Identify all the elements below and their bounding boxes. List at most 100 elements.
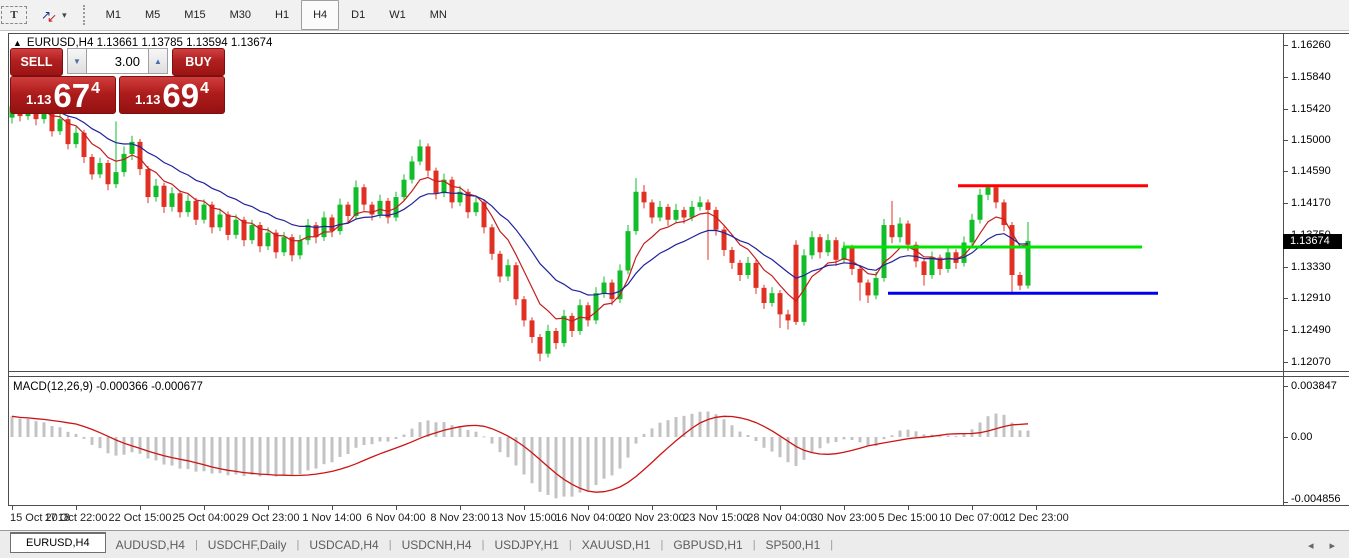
ma-line-ma-slow [11, 105, 1029, 296]
date-label-9: 16 Nov 04:00 [555, 512, 621, 524]
date-label-10: 20 Nov 23:00 [619, 512, 685, 524]
tf-button-mn[interactable]: MN [429, 9, 447, 21]
tf-button-h1[interactable]: H1 [275, 9, 290, 21]
timeframe-group: M1 M5 M15 M30 H1 H4 D1 W1 MN [94, 0, 459, 30]
chart-tab-usdjpy-h1[interactable]: USDJPY,H1 [494, 538, 559, 552]
date-label-3: 25 Oct 04:00 [172, 512, 236, 524]
tf-button-m1[interactable]: M1 [105, 9, 121, 21]
panel-splitter-top[interactable] [8, 371, 1349, 372]
macd-tick [1284, 437, 1288, 438]
price-tick-label-1.13330: 1.13330 [1291, 260, 1331, 273]
date-tick [1036, 506, 1037, 510]
date-label-5: 1 Nov 14:00 [302, 512, 362, 524]
date-tick [972, 506, 973, 510]
price-tick [1284, 362, 1288, 363]
price-tick-label-1.12910: 1.12910 [1291, 292, 1331, 305]
price-tick-label-1.15000: 1.15000 [1291, 134, 1331, 147]
macd-title: MACD(12,26,9) -0.000366 -0.000677 [13, 381, 203, 393]
dropdown-caret-icon[interactable]: ▾ [62, 10, 67, 20]
tf-button-m15[interactable]: M15 [184, 9, 206, 21]
chart-tab-usdcad-h4[interactable]: USDCAD,H4 [309, 538, 379, 552]
price-axis: 1.16260 1.15840 1.15420 1.15000 1.14590 1.141… [1284, 33, 1349, 505]
collapse-arrow-icon[interactable]: ▲ [13, 38, 22, 48]
price-tick [1284, 45, 1288, 46]
buy-button[interactable]: BUY [172, 48, 225, 76]
date-label-16: 12 Dec 23:00 [1003, 512, 1069, 524]
date-label-1: 17 Oct 22:00 [44, 512, 108, 524]
chart-top-border [8, 33, 1349, 34]
chart-tab-sp500-h1[interactable]: SP500,H1 [765, 538, 821, 552]
chart-tab-gbpusd-h1[interactable]: GBPUSD,H1 [673, 538, 743, 552]
tab-scroll-right-icon[interactable]: ▸ [1329, 539, 1335, 552]
tab-separator: | [481, 539, 485, 551]
chart-tab-xauusd-h1[interactable]: XAUUSD,H1 [581, 538, 651, 552]
chart-tab-usdcnh-h4[interactable]: USDCNH,H4 [401, 538, 472, 552]
date-tick [140, 506, 141, 510]
date-label-7: 8 Nov 23:00 [430, 512, 490, 524]
price-tick [1284, 140, 1288, 142]
price-tick-label-1.14590: 1.14590 [1291, 165, 1331, 178]
tab-separator: | [660, 539, 664, 551]
price-tick-label-1.12490: 1.12490 [1291, 324, 1331, 337]
date-tick [908, 506, 909, 510]
price-chart[interactable] [9, 34, 1283, 371]
sell-price-sup: 4 [91, 80, 100, 97]
macd-tick [1284, 385, 1288, 387]
date-label-2: 22 Oct 15:00 [108, 512, 172, 524]
chart-left-border [8, 33, 9, 506]
chart-tab-audusd-h4[interactable]: AUDUSD,H4 [115, 538, 185, 552]
date-tick [780, 506, 781, 510]
tf-button-m5[interactable]: M5 [144, 9, 161, 21]
date-axis: 15 Oct 2018 17 Oct 22:00 22 Oct 15:00 25 Oc… [8, 506, 1349, 530]
chart-tab-usdchf-daily[interactable]: USDCHF,Daily [207, 538, 287, 552]
price-tick-label-1.16260: 1.16260 [1291, 39, 1331, 51]
macd-tick [1284, 501, 1288, 503]
toolbar: T ↗ ↙ ▾ M1 M5 M15 M30 H1 H4 D1 W1 MN [0, 0, 1349, 31]
chart-tabs: EURUSD,H4 AUDUSD,H4 | USDCHF,Daily | USDCAD,H… [0, 531, 834, 556]
text-tool-icon[interactable]: T [1, 6, 27, 24]
current-price-badge: 1.13674 [1283, 233, 1342, 249]
arrows-tool-icon[interactable]: ↗ ↙ ▾ [37, 3, 71, 27]
date-label-11: 23 Nov 15:00 [683, 512, 749, 524]
price-tick [1284, 266, 1288, 268]
macd-chart[interactable] [9, 377, 1283, 505]
buy-price-big: 69 [162, 77, 200, 114]
tab-separator: | [194, 539, 198, 551]
sell-price-prefix: 1.13 [26, 92, 52, 107]
date-tick [396, 506, 397, 510]
volume-decrease-button[interactable]: ▼ [67, 48, 87, 74]
tab-separator: | [830, 539, 834, 551]
arrow-down-left-icon: ↙ [47, 11, 58, 25]
volume-input[interactable] [87, 48, 148, 74]
tab-scroll-left-icon[interactable]: ◂ [1307, 539, 1314, 552]
date-label-14: 5 Dec 15:00 [878, 512, 938, 524]
buy-price-prefix: 1.13 [135, 92, 161, 107]
sell-price-box[interactable]: 1.13 67 4 [10, 76, 116, 114]
tf-button-h4[interactable]: H4 [301, 0, 340, 30]
date-tick [524, 506, 525, 510]
sell-button[interactable]: SELL [10, 48, 63, 76]
chart-tab-eurusd-h4[interactable]: EURUSD,H4 [10, 531, 106, 553]
panel-splitter-bottom[interactable] [8, 376, 1349, 377]
price-tick-label-1.12070: 1.12070 [1291, 356, 1331, 368]
sell-price-big: 67 [53, 77, 91, 114]
toolbar-separator [82, 5, 86, 25]
macd-axis: 0.003847 0.00 -0.004856 [1284, 377, 1349, 505]
price-tick [1284, 171, 1288, 173]
price-tick [1284, 108, 1288, 110]
volume-increase-button[interactable]: ▲ [148, 48, 168, 74]
buy-price-sup: 4 [200, 80, 209, 97]
tf-button-d1[interactable]: D1 [351, 9, 366, 21]
price-tick-label-1.15420: 1.15420 [1291, 102, 1331, 115]
date-tick [12, 506, 13, 510]
price-tick-label-1.15840: 1.15840 [1291, 70, 1331, 83]
date-tick [460, 506, 461, 510]
tf-button-w1[interactable]: W1 [389, 9, 406, 21]
price-tick [1284, 330, 1288, 332]
date-tick [204, 506, 205, 510]
tf-button-m30[interactable]: M30 [229, 9, 252, 21]
buy-price-box[interactable]: 1.13 69 4 [119, 76, 225, 114]
date-label-13: 30 Nov 23:00 [811, 512, 877, 524]
date-tick [844, 506, 845, 510]
